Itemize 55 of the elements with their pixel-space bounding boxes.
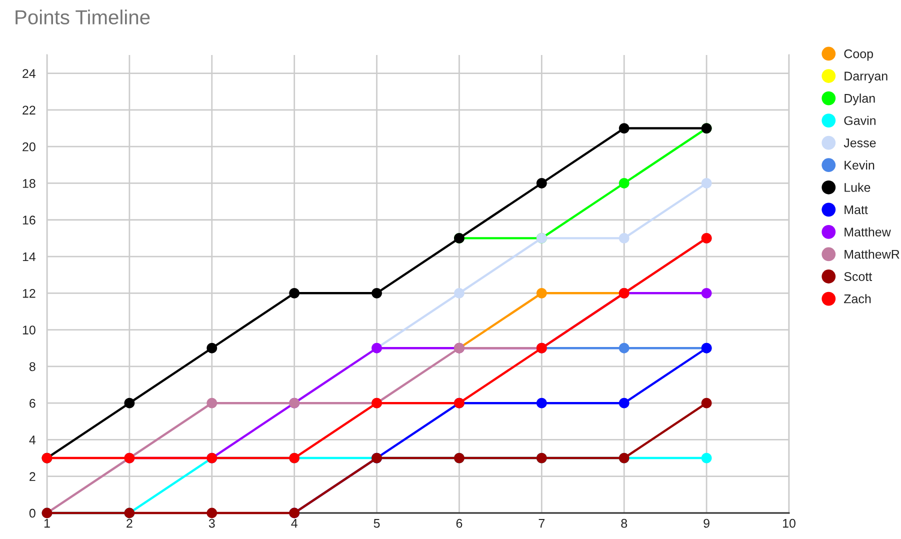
- y-tick-label: 22: [22, 106, 36, 114]
- legend-label: Matt: [844, 205, 868, 214]
- point: [701, 178, 712, 188]
- point: [536, 178, 547, 188]
- y-tick-label: 14: [22, 252, 36, 262]
- point: [206, 508, 218, 518]
- x-tick-label: 6: [456, 518, 462, 528]
- legend-label: Jesse: [844, 138, 876, 148]
- legend-label: Matthew: [844, 227, 891, 236]
- y-tick-label: 2: [30, 472, 36, 481]
- x-tick-label: 7: [538, 519, 545, 528]
- chart-title: Points Timeline: [16, 10, 150, 24]
- point: [536, 398, 547, 408]
- y-tick-label: 8: [29, 362, 36, 372]
- y-tick-label: 18: [22, 179, 36, 188]
- point: [701, 288, 712, 298]
- legend-label: Dylan: [844, 94, 875, 106]
- x-tick-label: 5: [374, 519, 380, 528]
- point: [618, 398, 630, 408]
- y-tick-label: 12: [22, 288, 36, 298]
- point: [618, 232, 630, 244]
- point: [701, 452, 712, 464]
- legend-label: Luke: [844, 182, 870, 192]
- legend-label: Zach: [844, 294, 871, 304]
- point: [536, 288, 547, 298]
- legend-label: Kevin: [844, 160, 874, 170]
- x-tick-label: 1: [44, 519, 50, 528]
- x-tick-label: 9: [704, 518, 710, 528]
- point: [206, 342, 218, 354]
- legend-label: Gavin: [844, 116, 876, 126]
- y-tick-label: 10: [22, 326, 36, 334]
- x-tick-label: 8: [621, 518, 628, 528]
- x-tick-label: 2: [126, 518, 132, 528]
- point: [701, 398, 712, 408]
- x-tick-label: 4: [291, 519, 298, 528]
- x-tick-label: 10: [783, 518, 796, 528]
- y-tick-label: 24: [22, 69, 36, 78]
- y-tick-label: 0: [29, 508, 36, 518]
- point: [124, 398, 135, 408]
- x-tick-label: 3: [208, 518, 215, 528]
- legend-label: Darryan: [844, 72, 888, 83]
- point: [454, 288, 464, 298]
- point: [618, 178, 630, 188]
- y-tick-label: 16: [22, 216, 36, 225]
- point: [206, 398, 218, 408]
- point: [618, 123, 630, 134]
- point: [372, 288, 382, 298]
- point: [618, 342, 630, 354]
- legend-label: MatthewR: [844, 250, 900, 259]
- y-tick-label: 4: [29, 436, 36, 444]
- point: [289, 288, 300, 298]
- legend-label: Coop: [844, 49, 873, 61]
- y-tick-label: 6: [30, 398, 36, 408]
- legend-label: Scott: [844, 272, 872, 281]
- y-tick-label: 20: [22, 142, 36, 152]
